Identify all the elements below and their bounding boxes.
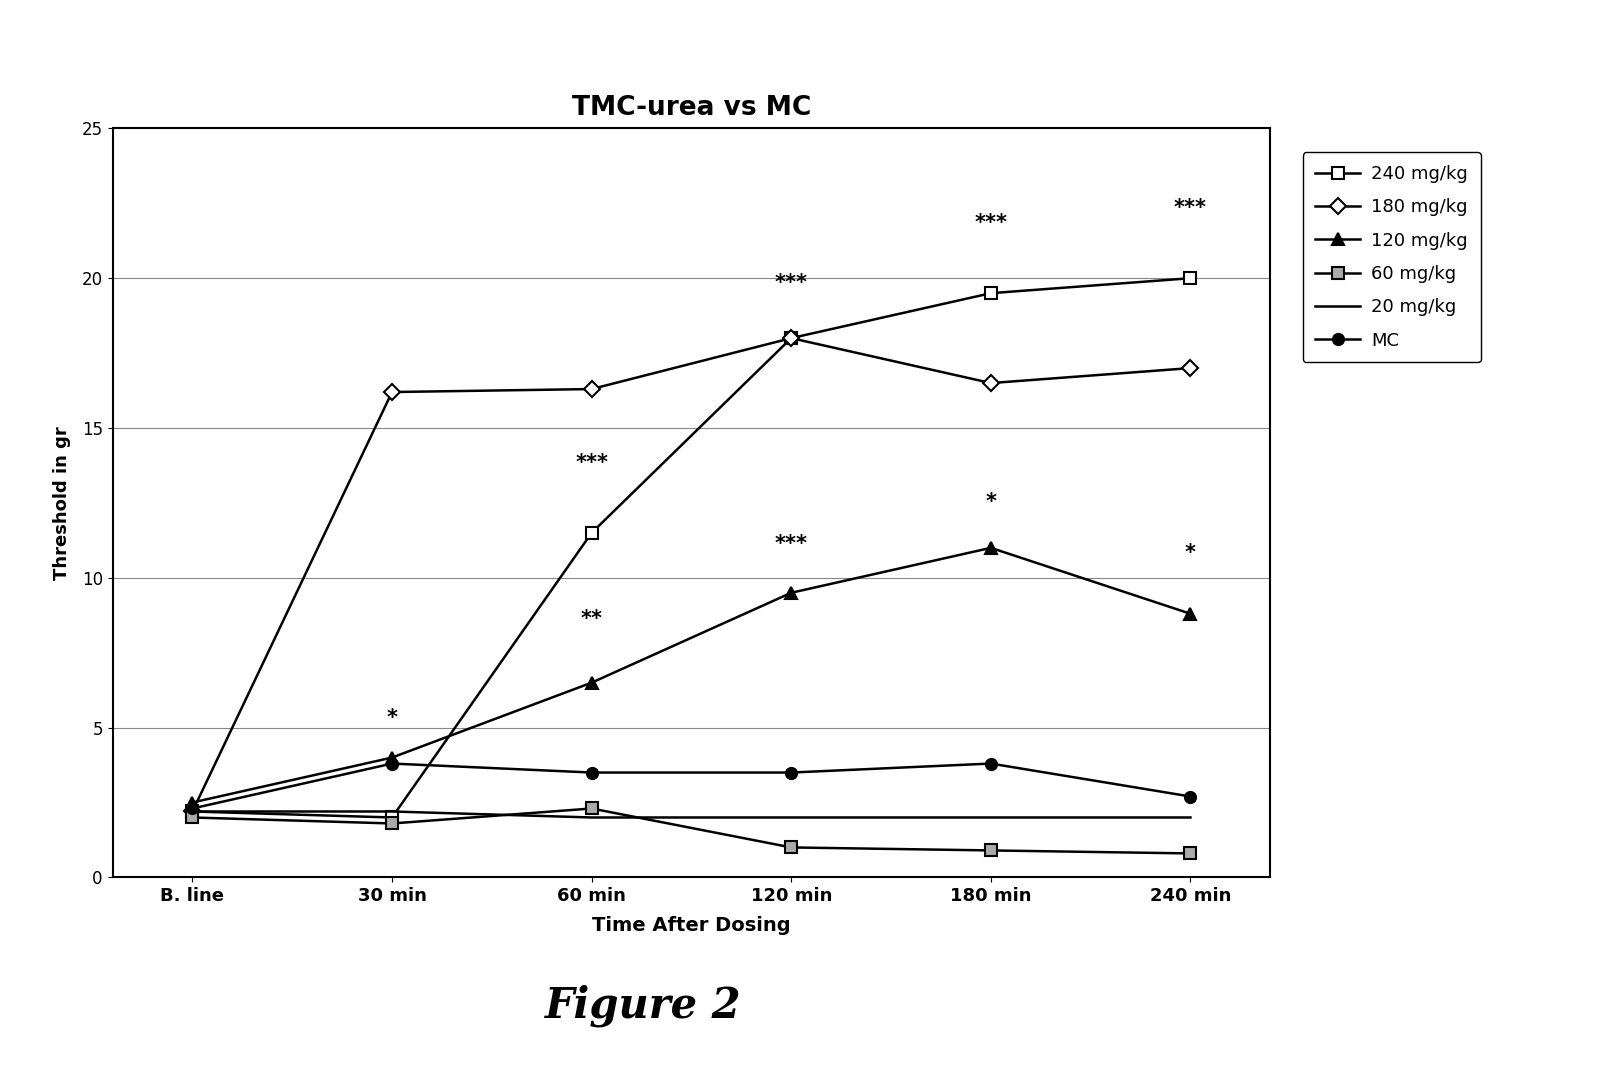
Line: MC: MC <box>186 758 1196 814</box>
MC <box>382 758 402 770</box>
240 mg/kg <box>382 811 402 824</box>
Text: ***: *** <box>775 273 807 293</box>
MC <box>183 802 202 815</box>
180 mg/kg <box>183 805 202 817</box>
MC <box>582 766 601 779</box>
180 mg/kg <box>980 377 1000 389</box>
180 mg/kg <box>1180 362 1199 374</box>
60 mg/kg <box>183 811 202 824</box>
180 mg/kg <box>781 332 800 345</box>
Text: ***: *** <box>775 534 807 554</box>
MC <box>980 758 1000 770</box>
180 mg/kg <box>582 383 601 396</box>
Text: Figure 2: Figure 2 <box>545 984 741 1027</box>
20 mg/kg <box>382 805 402 817</box>
60 mg/kg <box>781 841 800 854</box>
Line: 180 mg/kg: 180 mg/kg <box>186 333 1196 817</box>
Title: TMC-urea vs MC: TMC-urea vs MC <box>572 94 810 121</box>
Text: *: * <box>1184 542 1196 563</box>
Line: 20 mg/kg: 20 mg/kg <box>193 811 1189 817</box>
20 mg/kg <box>183 805 202 817</box>
120 mg/kg <box>582 676 601 689</box>
120 mg/kg <box>980 541 1000 554</box>
60 mg/kg <box>582 802 601 815</box>
X-axis label: Time After Dosing: Time After Dosing <box>591 916 791 935</box>
Line: 60 mg/kg: 60 mg/kg <box>186 802 1196 859</box>
20 mg/kg <box>582 811 601 824</box>
20 mg/kg <box>781 811 800 824</box>
60 mg/kg <box>980 844 1000 857</box>
MC <box>1180 790 1199 802</box>
60 mg/kg <box>1180 847 1199 860</box>
120 mg/kg <box>1180 608 1199 621</box>
240 mg/kg <box>183 805 202 817</box>
180 mg/kg <box>382 385 402 398</box>
60 mg/kg <box>382 817 402 830</box>
120 mg/kg <box>183 796 202 809</box>
120 mg/kg <box>781 586 800 599</box>
120 mg/kg <box>382 751 402 764</box>
Text: *: * <box>386 707 397 728</box>
MC <box>781 766 800 779</box>
Text: ***: *** <box>1173 198 1207 218</box>
20 mg/kg <box>980 811 1000 824</box>
240 mg/kg <box>980 287 1000 300</box>
240 mg/kg <box>781 332 800 345</box>
Line: 120 mg/kg: 120 mg/kg <box>186 541 1196 809</box>
240 mg/kg <box>1180 272 1199 285</box>
Text: **: ** <box>580 609 603 629</box>
20 mg/kg <box>1180 811 1199 824</box>
Text: ***: *** <box>974 213 1006 233</box>
Text: ***: *** <box>575 453 607 473</box>
Legend: 240 mg/kg, 180 mg/kg, 120 mg/kg, 60 mg/kg, 20 mg/kg, MC: 240 mg/kg, 180 mg/kg, 120 mg/kg, 60 mg/k… <box>1302 152 1480 363</box>
Text: *: * <box>985 492 996 511</box>
Line: 240 mg/kg: 240 mg/kg <box>186 273 1196 823</box>
240 mg/kg <box>582 526 601 539</box>
Y-axis label: Threshold in gr: Threshold in gr <box>53 426 71 580</box>
